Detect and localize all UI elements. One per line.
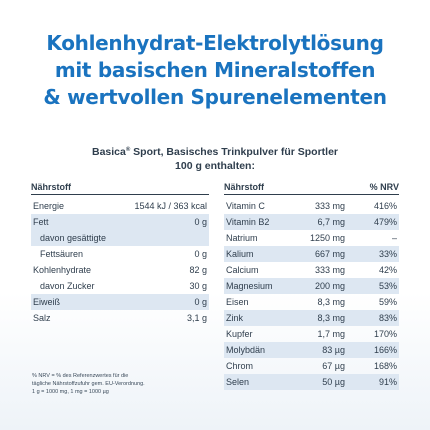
- nutrient-amount: 50 µg: [322, 377, 345, 387]
- nutrient-name: Kupfer: [226, 329, 253, 339]
- nutrient-amount: 333 mg: [314, 201, 345, 211]
- column-header-nrv: % NRV: [369, 182, 399, 192]
- product-subtitle: Basica® Sport, Basisches Trinkpulver für…: [0, 143, 430, 173]
- table-row: Magnesium 200 mg 53%: [224, 278, 399, 294]
- nutrient-amount: 1250 mg: [309, 233, 345, 243]
- headline: Kohlenhydrat-Elektrolytlösung mit basisc…: [0, 30, 430, 111]
- nutrient-amount: 0 g: [194, 297, 207, 307]
- nutrient-name: Eisen: [226, 297, 249, 307]
- table-body: Energie 1544 kJ / 363 kcal Fett 0 g davon ge…: [31, 198, 209, 326]
- table-row: Zink 8,3 mg 83%: [224, 310, 399, 326]
- nutrient-amount: 83 µg: [322, 345, 345, 355]
- nutrient-name: Vitamin B2: [226, 217, 270, 227]
- column-header-nutrient: Nährstoff: [224, 182, 264, 192]
- nutrient-name: Molybdän: [226, 345, 266, 355]
- footnote-line-1: % NRV = % des Referenzwertes für die: [32, 373, 129, 379]
- table-row: Selen 50 µg 91%: [224, 374, 399, 390]
- nutrition-table-right: Nährstoff % NRV Vitamin C 333 mg 416% Vitam…: [224, 181, 399, 390]
- nutrient-name: Chrom: [226, 361, 254, 371]
- table-row: Natrium 1250 mg –: [224, 230, 399, 246]
- table-row: Eisen 8,3 mg 59%: [224, 294, 399, 310]
- table-row: Fettsäuren 0 g: [31, 246, 209, 262]
- nutrient-amount: 82 g: [189, 265, 207, 275]
- nutrient-nrv: 83%: [378, 313, 397, 323]
- nutrient-amount: 0 g: [194, 249, 207, 259]
- nutrient-name: Vitamin C: [226, 201, 265, 211]
- nutrient-amount: 8,3 mg: [317, 297, 345, 307]
- footnote: % NRV = % des Referenzwertes für die täg…: [32, 372, 212, 396]
- nutrient-name: Kalium: [226, 249, 254, 259]
- nutrient-amount: 30 g: [189, 281, 207, 291]
- nutrient-amount: 667 mg: [314, 249, 345, 259]
- nutrient-nrv: 53%: [378, 281, 397, 291]
- table-row: Kupfer 1,7 mg 170%: [224, 326, 399, 342]
- nutrient-name: Kohlenhydrate: [33, 265, 92, 275]
- nutrient-amount: 6,7 mg: [317, 217, 345, 227]
- nutrient-nrv: 42%: [378, 265, 397, 275]
- nutrient-amount: 200 mg: [314, 281, 345, 291]
- table-row: davon gesättigte: [31, 230, 209, 246]
- table-row: Molybdän 83 µg 166%: [224, 342, 399, 358]
- subtitle-line-2: 100 g enthalten:: [175, 160, 255, 172]
- nutrient-name: Energie: [33, 201, 65, 211]
- table-row: Salz 3,1 g: [31, 310, 209, 326]
- nutrient-name: Magnesium: [226, 281, 273, 291]
- headline-line-2: mit basischen Mineralstoffen: [54, 58, 376, 82]
- nutrient-name: Natrium: [226, 233, 258, 243]
- nutrient-amount: 1544 kJ / 363 kcal: [134, 201, 207, 211]
- headline-line-1: Kohlenhydrat-Elektrolytlösung: [46, 31, 384, 55]
- table-body: Vitamin C 333 mg 416% Vitamin B2 6,7 mg 479% N…: [224, 198, 399, 390]
- footnote-line-2: tägliche Nährstoffzufuhr gem. EU-Verordn…: [32, 381, 145, 387]
- table-row: Energie 1544 kJ / 363 kcal: [31, 198, 209, 214]
- nutrient-nrv: –: [391, 233, 397, 243]
- table-row: Kalium 667 mg 33%: [224, 246, 399, 262]
- nutrient-name: Eiweiß: [33, 297, 61, 307]
- nutrient-nrv: 479%: [373, 217, 397, 227]
- table-row: Calcium 333 mg 42%: [224, 262, 399, 278]
- nutrient-nrv: 59%: [378, 297, 397, 307]
- registered-mark: ®: [125, 147, 131, 153]
- subtitle-line-1: Basica® Sport, Basisches Trinkpulver für…: [0, 143, 430, 159]
- nutrient-nrv: 168%: [373, 361, 397, 371]
- nutrient-name: Selen: [226, 377, 250, 387]
- subtitle-rest: Sport, Basisches Trinkpulver für Sportle…: [130, 146, 338, 158]
- footnote-line-3: 1 g = 1000 mg, 1 mg = 1000 µg: [32, 389, 109, 395]
- nutrient-amount: 0 g: [194, 217, 207, 227]
- table-row: Chrom 67 µg 168%: [224, 358, 399, 374]
- nutrient-amount: 333 mg: [314, 265, 345, 275]
- table-row: Fett 0 g: [31, 214, 209, 230]
- headline-line-3: & wertvollen Spurenelementen: [43, 85, 387, 109]
- nutrient-name: Fett: [33, 217, 49, 227]
- table-row: Vitamin B2 6,7 mg 479%: [224, 214, 399, 230]
- nutrient-nrv: 170%: [373, 329, 397, 339]
- nutrient-nrv: 166%: [373, 345, 397, 355]
- nutrient-amount: 3,1 g: [186, 313, 207, 323]
- table-row: Vitamin C 333 mg 416%: [224, 198, 399, 214]
- table-row: davon Zucker 30 g: [31, 278, 209, 294]
- brand-name: Basica: [91, 146, 126, 158]
- nutrient-amount: 8,3 mg: [317, 313, 345, 323]
- nutrient-amount: 1,7 mg: [317, 329, 345, 339]
- nutrient-nrv: 91%: [378, 377, 397, 387]
- nutrient-nrv: 33%: [378, 249, 397, 259]
- table-row: Kohlenhydrate 82 g: [31, 262, 209, 278]
- nutrient-name: Zink: [226, 313, 244, 323]
- column-header-nutrient: Nährstoff: [31, 182, 71, 192]
- table-header: Nährstoff: [31, 181, 209, 195]
- table-row: Eiweiß 0 g: [31, 294, 209, 310]
- nutrient-name: davon Zucker: [40, 281, 95, 291]
- nutrient-name: davon gesättigte: [40, 233, 107, 243]
- nutrient-name: Salz: [33, 313, 51, 323]
- nutrient-name: Calcium: [226, 265, 259, 275]
- nutrition-table-left: Nährstoff Energie 1544 kJ / 363 kcal Fett 0…: [31, 181, 209, 326]
- nutrient-nrv: 416%: [373, 201, 397, 211]
- nutrient-amount: 67 µg: [322, 361, 345, 371]
- table-header: Nährstoff % NRV: [224, 181, 399, 195]
- nutrient-name: Fettsäuren: [40, 249, 84, 259]
